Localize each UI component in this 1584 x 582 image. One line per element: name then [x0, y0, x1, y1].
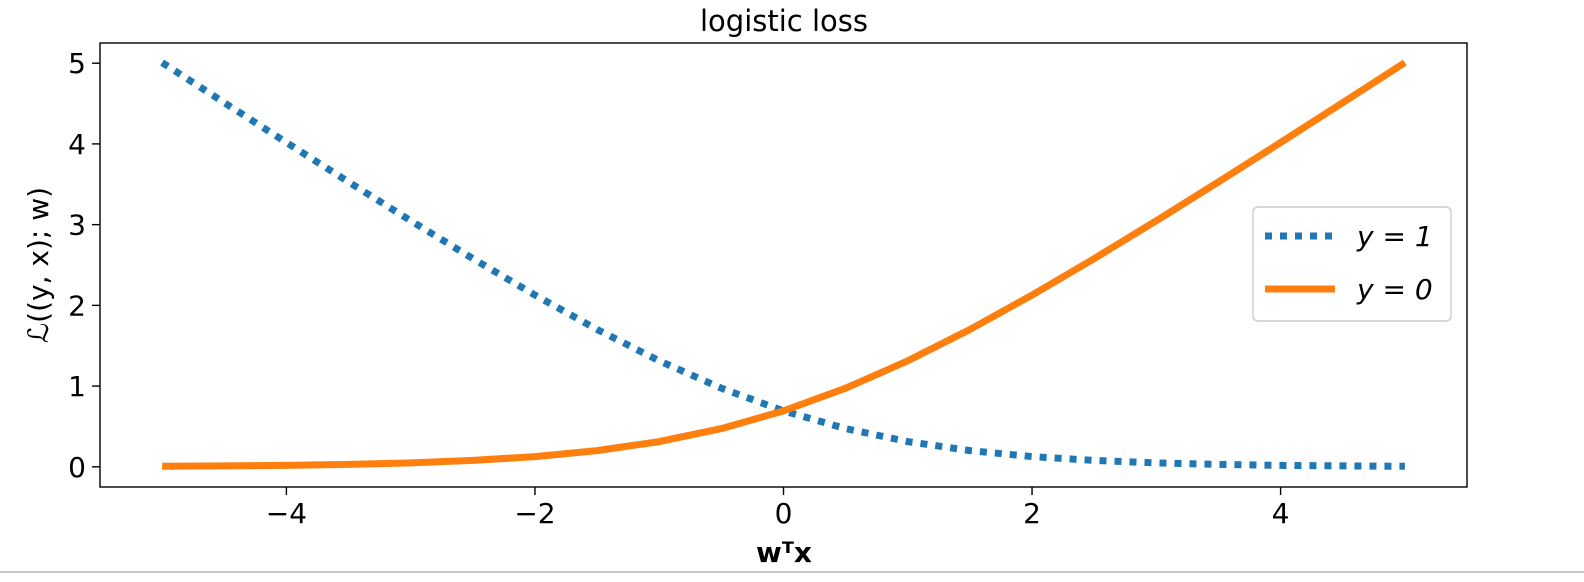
- chart-title: logistic loss: [700, 4, 868, 38]
- y-tick-label: 2: [68, 289, 86, 322]
- legend-label-2: y = 0: [1356, 273, 1433, 306]
- y-tick-label: 1: [68, 370, 86, 403]
- plot-area: [160, 59, 1407, 470]
- x-tick-label: 2: [1023, 497, 1041, 530]
- y-tick-label: 3: [68, 209, 86, 242]
- x-tick-label: −2: [514, 497, 555, 530]
- series-line-2: [162, 59, 1407, 470]
- bottom-divider: [0, 571, 1584, 573]
- y-axis-label: ℒ((y, x); w): [22, 187, 55, 343]
- legend-label-1: y = 1: [1356, 220, 1433, 253]
- legend: y = 1 y = 0: [1252, 206, 1452, 322]
- series-line-1: [160, 59, 1405, 470]
- x-tick-label: 4: [1272, 497, 1290, 530]
- axes: −4 −2 0 2 4 0 1 2 3 4 5: [68, 42, 1468, 530]
- x-axis-label: wᵀx: [756, 536, 812, 569]
- x-tick-label: 0: [775, 497, 793, 530]
- y-tick-label: 4: [68, 128, 86, 161]
- y-tick-label: 5: [68, 47, 86, 80]
- y-tick-label: 0: [68, 451, 86, 484]
- x-tick-label: −4: [266, 497, 307, 530]
